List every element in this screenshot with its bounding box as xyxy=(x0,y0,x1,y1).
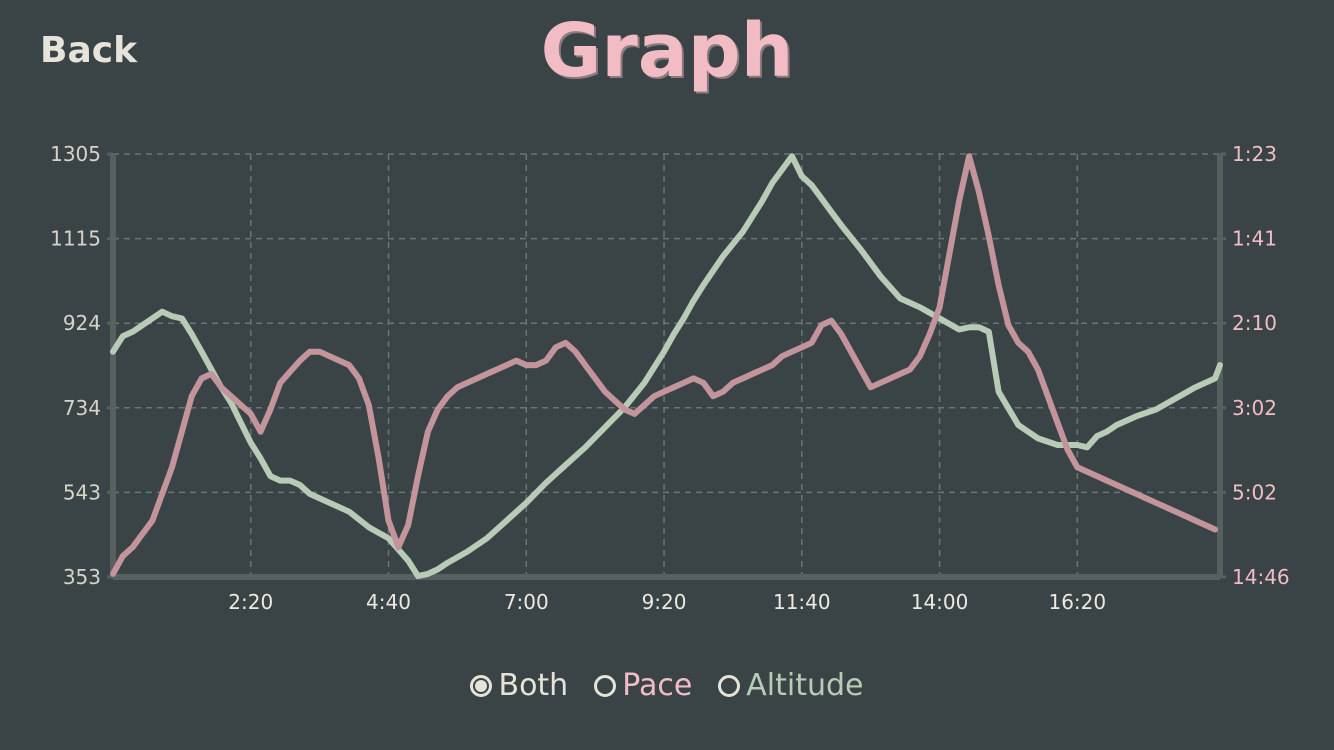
legend-option-altitude[interactable]: Altitude xyxy=(718,668,864,703)
x-tick-label: 7:00 xyxy=(504,590,549,614)
legend-label-altitude: Altitude xyxy=(746,668,864,703)
y-right-tick-label: 3:02 xyxy=(1232,396,1277,420)
line-chart: 1305 1115 924 734 543 353 1:23 1:41 2:10 3:02 5:02… xyxy=(50,142,1290,614)
y-left-tick-label: 1115 xyxy=(50,227,101,251)
y-right-tick-label: 5:02 xyxy=(1232,480,1277,504)
x-tick-label: 16:20 xyxy=(1048,590,1106,614)
radio-unselected-icon[interactable] xyxy=(594,674,617,697)
legend-option-pace[interactable]: Pace xyxy=(594,668,692,703)
series-line-pace xyxy=(110,153,1219,577)
y-left-tick-label: 1305 xyxy=(50,142,101,166)
x-tick-label: 4:40 xyxy=(366,590,411,614)
x-tick-label: 11:40 xyxy=(773,590,831,614)
back-button[interactable]: Back xyxy=(40,30,138,71)
y-right-tick-label: 14:46 xyxy=(1232,565,1290,589)
legend: Both Pace Altitude xyxy=(0,668,1334,703)
legend-label-both: Both xyxy=(498,668,569,703)
x-tick-label: 9:20 xyxy=(642,590,687,614)
y-left-tick-label: 734 xyxy=(63,396,101,420)
y-left-tick-label: 353 xyxy=(63,565,101,589)
x-tick-label: 14:00 xyxy=(911,590,969,614)
radio-selected-icon[interactable] xyxy=(470,674,493,697)
x-tick-label: 2:20 xyxy=(228,590,273,614)
y-left-tick-label: 924 xyxy=(63,311,101,335)
tick-labels: 1305 1115 924 734 543 353 1:23 1:41 2:10 3:02 5:02… xyxy=(50,142,1290,614)
grid xyxy=(113,153,1220,578)
y-right-tick-label: 1:23 xyxy=(1232,142,1277,166)
y-right-tick-label: 1:41 xyxy=(1232,227,1277,251)
radio-unselected-icon[interactable] xyxy=(718,674,741,697)
legend-option-both[interactable]: Both xyxy=(470,668,568,703)
series xyxy=(110,153,1223,580)
y-left-tick-label: 543 xyxy=(63,480,101,504)
legend-label-pace: Pace xyxy=(622,668,693,703)
y-right-tick-label: 2:10 xyxy=(1232,311,1277,335)
page-title: Graph xyxy=(540,8,794,94)
axes xyxy=(107,152,1226,580)
series-line-altitude xyxy=(110,153,1223,580)
